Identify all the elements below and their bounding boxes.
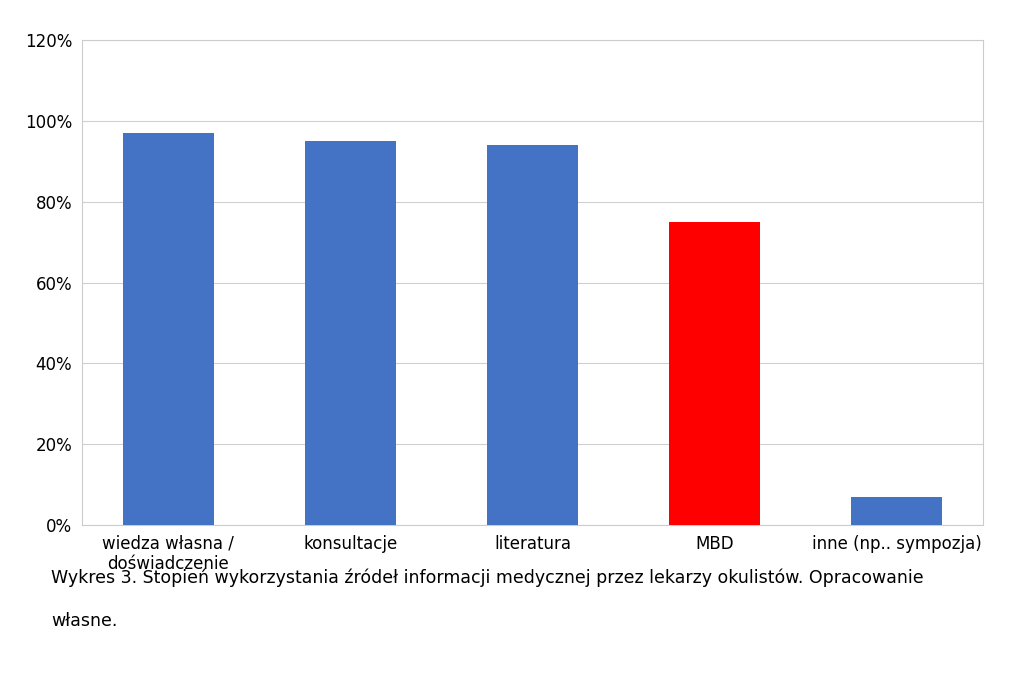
Text: własne.: własne. bbox=[51, 612, 118, 631]
Text: Wykres 3. Stopień wykorzystania źródeł informacji medycznej przez lekarzy okulis: Wykres 3. Stopień wykorzystania źródeł i… bbox=[51, 569, 924, 587]
Bar bbox=[123, 133, 214, 525]
Bar bbox=[487, 145, 578, 525]
Bar bbox=[305, 141, 396, 525]
Bar bbox=[669, 222, 760, 525]
Bar bbox=[851, 497, 942, 525]
